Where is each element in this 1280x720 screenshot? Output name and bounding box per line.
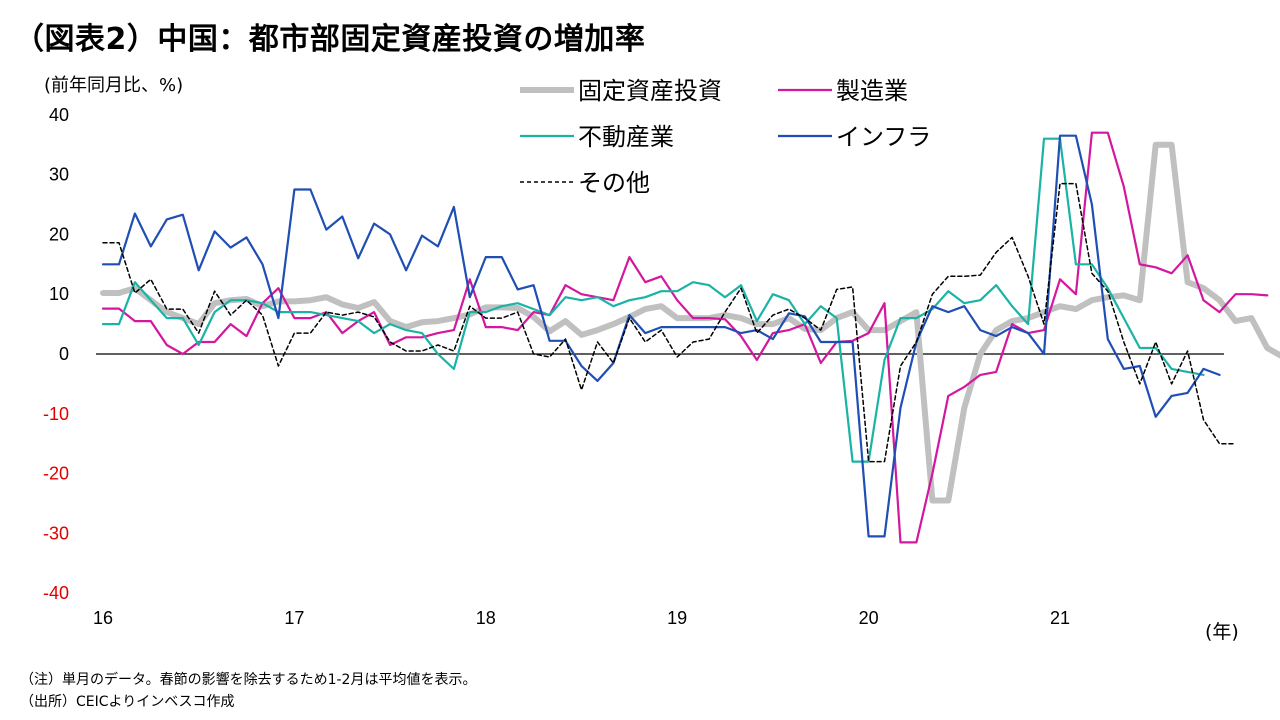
y-tick-label: 0 (59, 344, 69, 364)
source-note: （出所）CEICよりインベスコ作成 (20, 694, 235, 710)
y-tick-label: -30 (43, 523, 69, 543)
chart-title: （図表2）中国：都市部固定資産投資の増加率 (14, 22, 646, 57)
legend-label: インフラ (836, 123, 931, 151)
y-tick-label: -20 (43, 464, 69, 484)
series-line-2 (101, 137, 1205, 463)
x-axis-unit-label: (年) (1205, 621, 1239, 643)
y-tick-label: -10 (43, 404, 69, 424)
y-axis-unit-label: (前年同月比、%) (44, 75, 184, 96)
series-line-4 (102, 182, 1237, 463)
y-tick-label: 20 (49, 224, 69, 244)
y-tick-label: 40 (49, 105, 69, 125)
legend-label: その他 (578, 169, 650, 197)
series-line-1 (101, 131, 1269, 544)
legend-label: 不動産業 (578, 123, 674, 151)
footnote: （注）単月のデータ。春節の影響を除去するため1-2月は平均値を表示。 (20, 672, 477, 688)
x-tick-label: 18 (476, 608, 496, 628)
x-tick-label: 21 (1050, 608, 1070, 628)
y-tick-label: -40 (43, 583, 69, 603)
series-line-3 (101, 134, 1221, 538)
series-line-0 (100, 141, 1280, 504)
y-tick-label: 10 (49, 284, 69, 304)
legend-label: 固定資産投資 (578, 77, 722, 105)
y-tick-label: 30 (49, 165, 69, 185)
legend-label: 製造業 (836, 77, 908, 105)
x-tick-label: 20 (859, 608, 879, 628)
x-tick-label: 16 (93, 608, 113, 628)
x-tick-label: 19 (667, 608, 687, 628)
x-tick-label: 17 (284, 608, 304, 628)
